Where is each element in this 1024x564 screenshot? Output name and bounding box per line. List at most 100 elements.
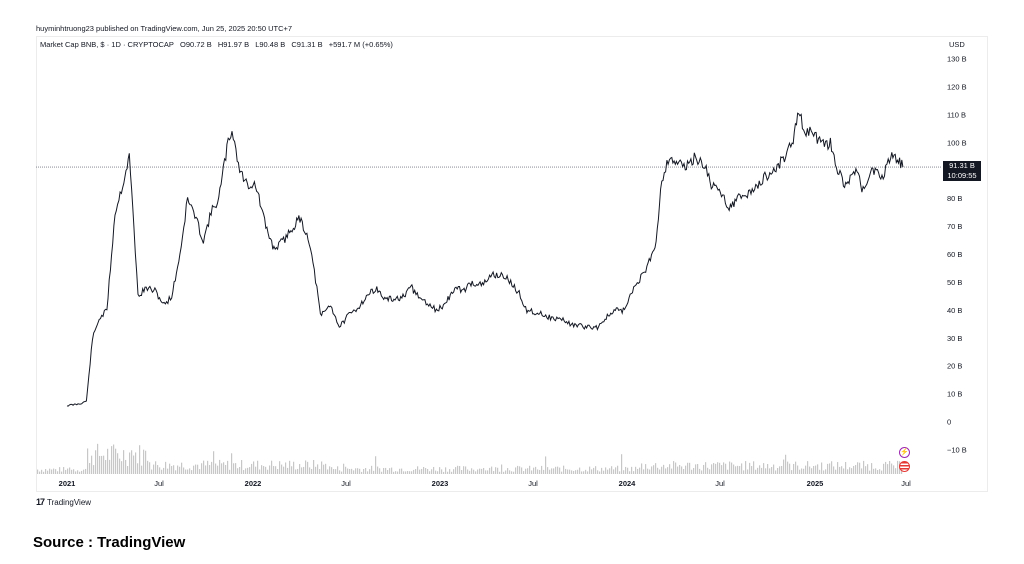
volume-bar: [393, 471, 395, 474]
volume-bar: [505, 470, 507, 474]
volume-bar: [467, 469, 469, 474]
volume-bar: [327, 469, 329, 474]
volume-bar: [787, 461, 789, 474]
volume-bar: [453, 469, 455, 474]
volume-bar: [603, 470, 605, 474]
volume-bar: [371, 465, 373, 474]
volume-bar: [321, 461, 323, 474]
volume-bar: [461, 470, 463, 474]
us-flag-icon[interactable]: [899, 461, 910, 472]
volume-bar: [337, 466, 339, 474]
volume-bar: [585, 469, 587, 474]
volume-bar: [743, 470, 745, 474]
volume-bar: [177, 465, 179, 474]
volume-bar: [111, 446, 113, 474]
volume-bar: [535, 466, 537, 474]
ohlc-high: H91.97 B: [217, 40, 250, 49]
volume-bar: [295, 469, 297, 474]
volume-bar: [707, 467, 709, 474]
volume-bar: [537, 469, 539, 474]
volume-bar: [559, 467, 561, 474]
volume-bar: [127, 466, 129, 474]
volume-bar: [413, 469, 415, 474]
volume-bar: [531, 470, 533, 474]
volume-bar: [253, 461, 255, 474]
volume-bar: [335, 469, 337, 474]
volume-bar: [247, 467, 249, 474]
volume-bar: [861, 468, 863, 474]
lightning-icon[interactable]: ⚡: [899, 447, 910, 458]
volume-bar: [265, 466, 267, 474]
volume-bar: [447, 471, 449, 474]
volume-bar: [827, 463, 829, 474]
tradingview-logo[interactable]: 17 TradingView: [36, 497, 91, 507]
volume-bar: [471, 468, 473, 474]
volume-bar: [511, 471, 513, 474]
volume-bar: [755, 469, 757, 474]
volume-bar: [409, 471, 411, 474]
volume-bar: [779, 466, 781, 474]
volume-bar: [289, 460, 291, 474]
volume-bar: [53, 468, 55, 474]
symbol-title[interactable]: Market Cap BNB, $ · 1D · CRYPTOCAP: [40, 40, 174, 49]
volume-bar: [469, 470, 471, 474]
volume-bar: [93, 465, 95, 474]
volume-bar: [153, 464, 155, 474]
volume-bar: [91, 455, 93, 474]
volume-bar: [341, 471, 343, 474]
volume-bar: [367, 471, 369, 474]
volume-bar: [385, 467, 387, 474]
volume-bar: [85, 468, 87, 474]
volume-bar: [215, 463, 217, 474]
volume-bar: [785, 454, 787, 474]
volume-bar: [293, 461, 295, 474]
volume-bar: [629, 471, 631, 474]
volume-bar: [199, 469, 201, 474]
volume-bar: [485, 470, 487, 474]
volume-bar: [565, 468, 567, 474]
volume-bar: [775, 470, 777, 474]
volume-bar: [771, 467, 773, 474]
ohlc-open: O90.72 B: [180, 40, 212, 49]
volume-bar: [721, 465, 723, 474]
volume-bar: [139, 445, 141, 474]
volume-bar: [169, 463, 171, 474]
volume-bar: [411, 471, 413, 474]
x-tick-label: Jul: [154, 479, 164, 488]
volume-bar: [121, 461, 123, 474]
volume-bar: [131, 450, 133, 474]
volume-bar: [825, 469, 827, 474]
volume-bar: [395, 471, 397, 474]
volume-bar: [883, 463, 885, 474]
volume-bar: [301, 467, 303, 474]
ohlc-low: L90.48 B: [255, 40, 286, 49]
volume-bar: [227, 460, 229, 474]
volume-bar: [885, 461, 887, 474]
volume-bar: [345, 466, 347, 474]
volume-bar: [165, 461, 167, 474]
volume-bar: [595, 466, 597, 474]
volume-bar: [151, 469, 153, 474]
volume-bar: [621, 454, 623, 474]
volume-bar: [203, 460, 205, 474]
volume-bar: [463, 466, 465, 474]
volume-bar: [765, 468, 767, 474]
volume-bar: [187, 469, 189, 474]
volume-bar: [569, 469, 571, 474]
volume-bar: [863, 460, 865, 474]
volume-bar: [283, 466, 285, 474]
volume-bar: [851, 468, 853, 474]
volume-bar: [611, 466, 613, 474]
volume-bar: [431, 469, 433, 474]
y-tick-label: 110 B: [947, 110, 966, 119]
volume-bar: [357, 468, 359, 474]
currency-label[interactable]: USD: [949, 40, 965, 49]
volume-bar: [191, 470, 193, 474]
volume-bar: [425, 468, 427, 474]
volume-bar: [423, 466, 425, 474]
volume-bar: [769, 468, 771, 474]
volume-bar: [507, 468, 509, 474]
volume-bar: [617, 465, 619, 474]
volume-bar: [441, 469, 443, 474]
